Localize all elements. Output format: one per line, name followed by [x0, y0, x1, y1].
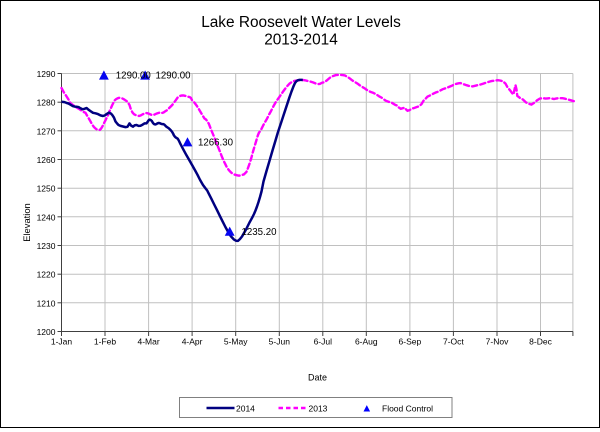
svg-text:1290.00: 1290.00: [156, 71, 192, 82]
svg-text:4-Apr: 4-Apr: [182, 337, 203, 347]
svg-text:1290.00: 1290.00: [116, 71, 152, 82]
svg-text:1250: 1250: [37, 184, 56, 194]
svg-text:1-Jan: 1-Jan: [51, 337, 73, 347]
svg-text:1266.30: 1266.30: [198, 138, 234, 149]
svg-text:Flood Control: Flood Control: [382, 403, 433, 413]
svg-text:7-Nov: 7-Nov: [486, 337, 509, 347]
svg-text:6-Aug: 6-Aug: [355, 337, 378, 347]
svg-text:2014: 2014: [236, 403, 255, 413]
svg-text:2013-2014: 2013-2014: [264, 31, 338, 48]
svg-text:1220: 1220: [37, 270, 56, 280]
svg-text:8-Dec: 8-Dec: [529, 337, 552, 347]
svg-text:6-Sep: 6-Sep: [399, 337, 422, 347]
svg-text:Date: Date: [308, 373, 327, 383]
svg-text:1290: 1290: [37, 69, 56, 79]
svg-text:7-Oct: 7-Oct: [443, 337, 464, 347]
svg-text:1270: 1270: [37, 126, 56, 136]
svg-text:Elevation: Elevation: [21, 203, 32, 242]
svg-text:6-Jul: 6-Jul: [314, 337, 333, 347]
svg-text:1-Feb: 1-Feb: [94, 337, 116, 347]
svg-text:1210: 1210: [37, 298, 56, 308]
svg-text:1235.20: 1235.20: [242, 227, 278, 238]
svg-text:1240: 1240: [37, 212, 56, 222]
svg-text:4-Mar: 4-Mar: [137, 337, 159, 347]
svg-text:1260: 1260: [37, 155, 56, 165]
svg-text:5-May: 5-May: [224, 337, 248, 347]
svg-text:1280: 1280: [37, 98, 56, 108]
svg-text:1200: 1200: [37, 327, 56, 337]
svg-text:2013: 2013: [309, 403, 328, 413]
svg-text:Lake Roosevelt Water Levels: Lake Roosevelt Water Levels: [201, 14, 401, 31]
svg-text:5-Jun: 5-Jun: [269, 337, 291, 347]
svg-text:1230: 1230: [37, 241, 56, 251]
